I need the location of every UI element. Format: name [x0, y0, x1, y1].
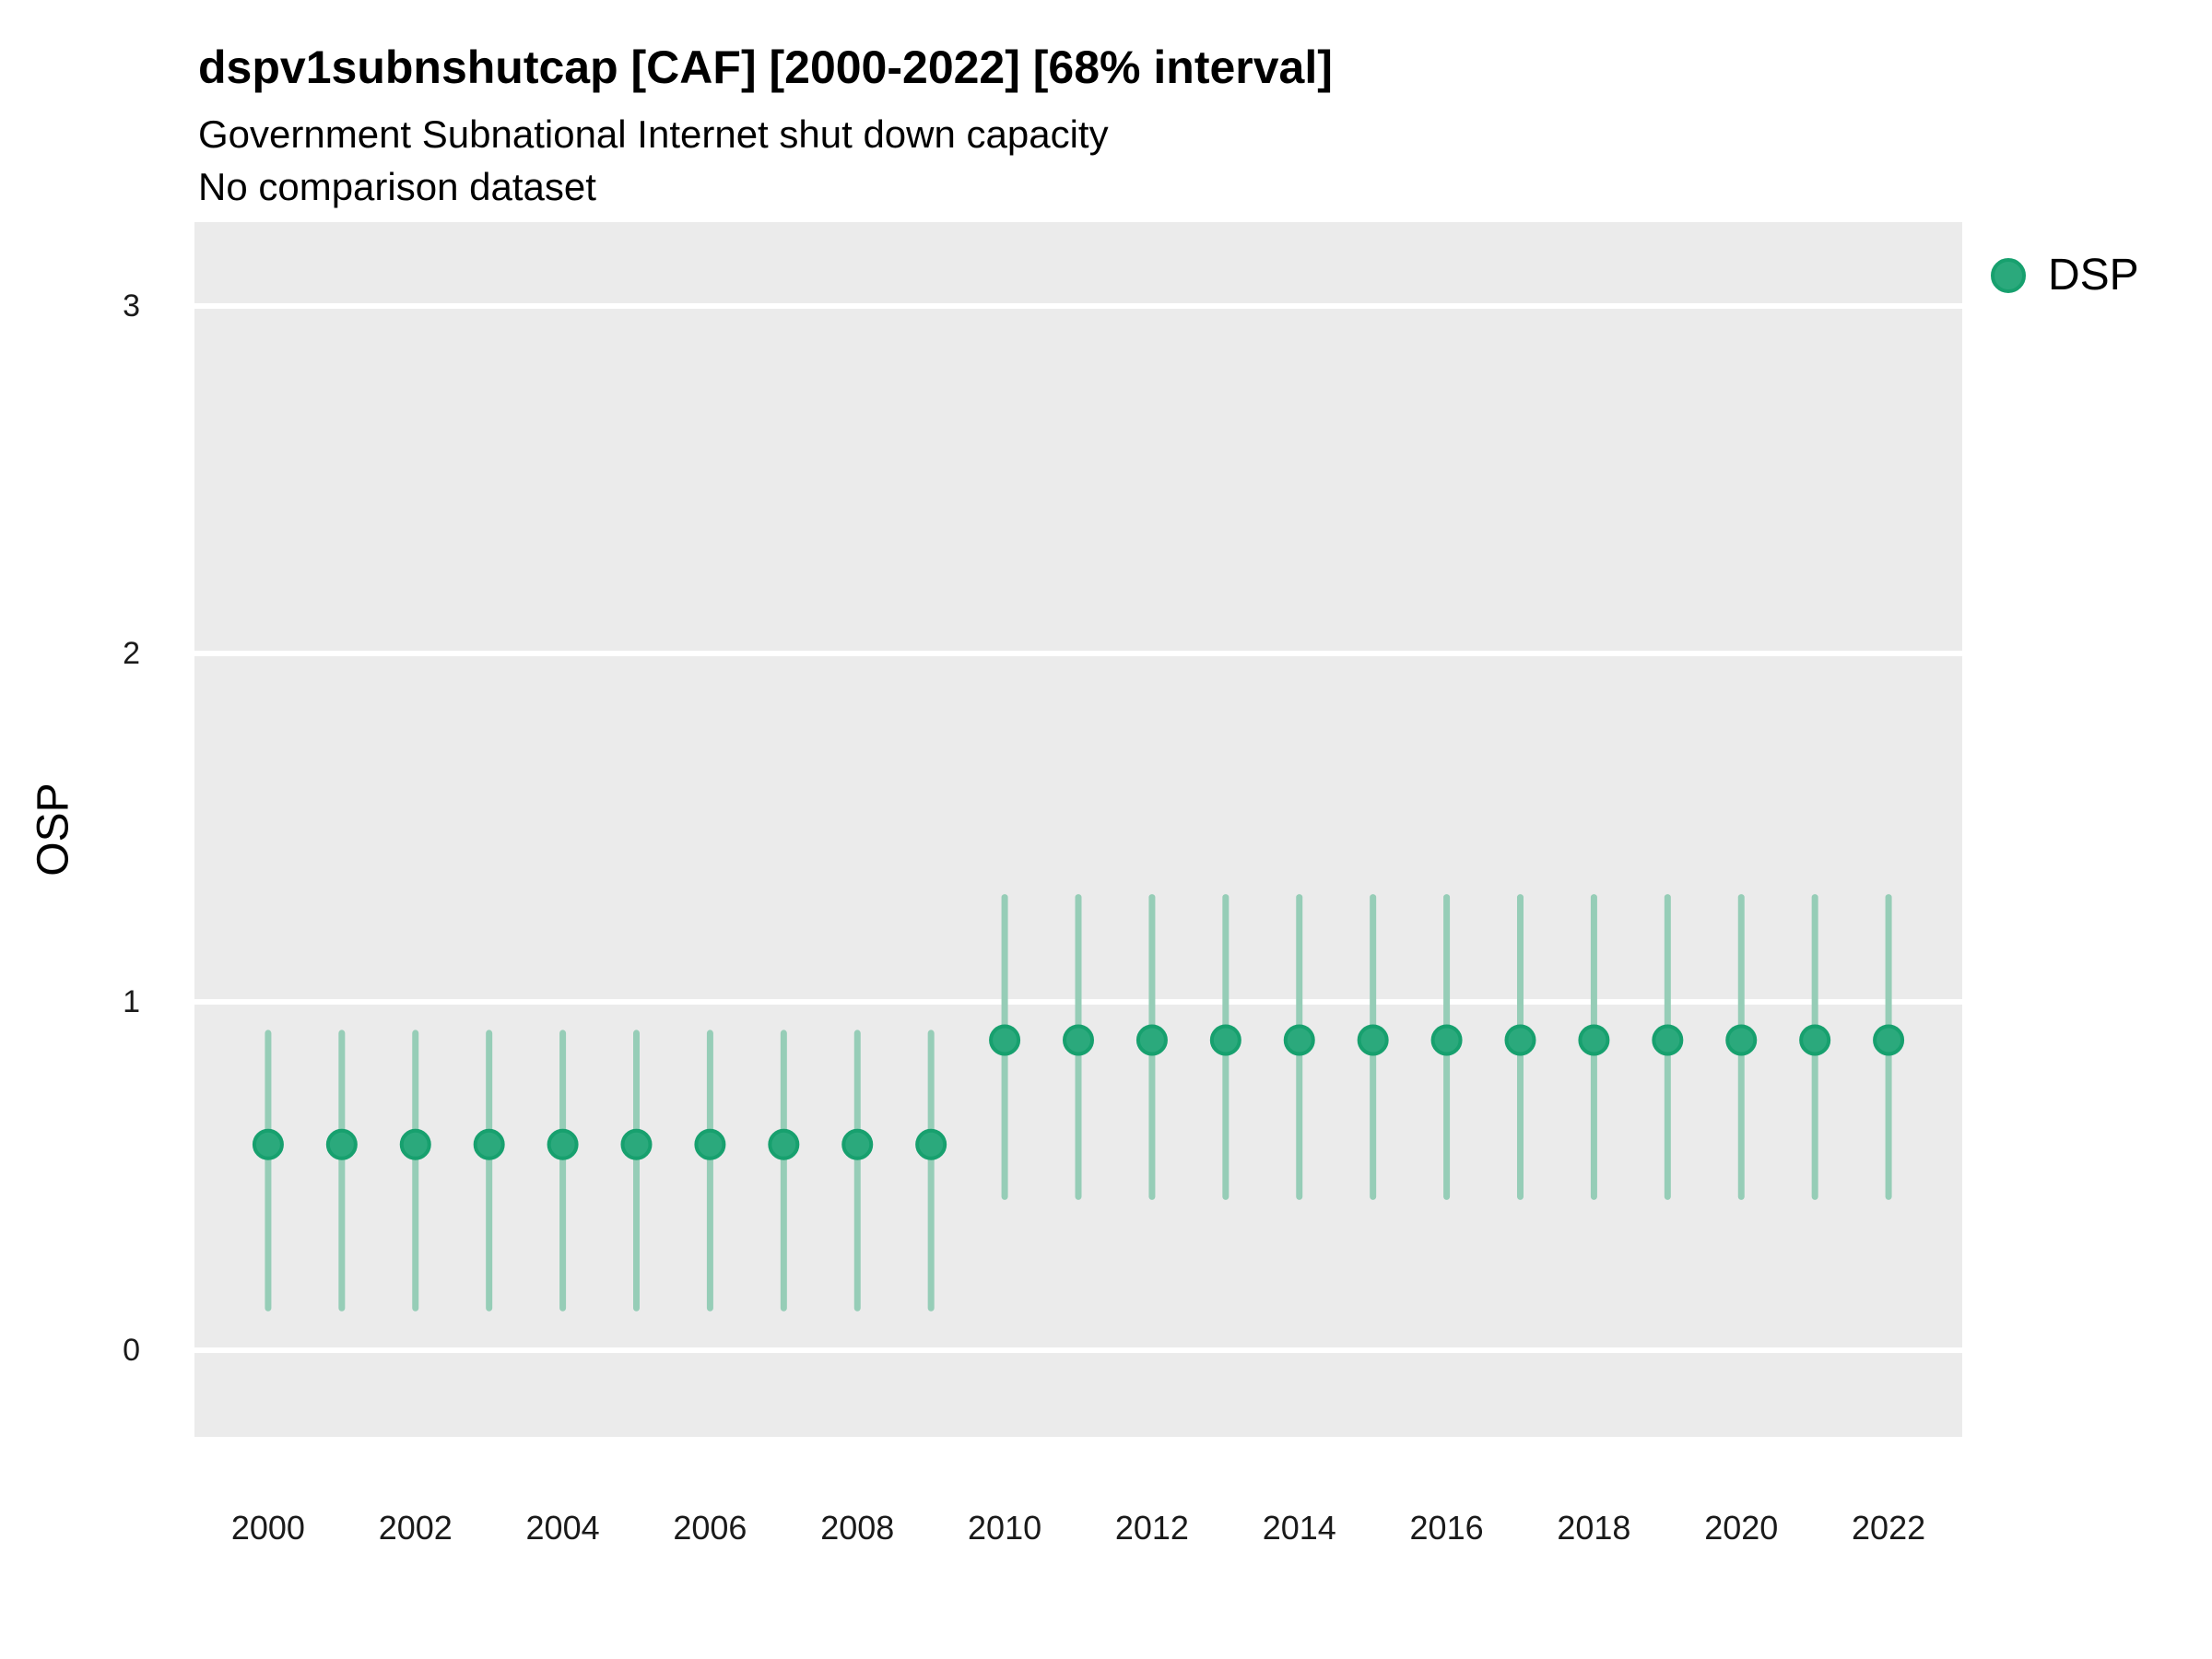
- x-tick-label-2014: 2014: [1262, 1509, 1336, 1547]
- data-point-2003: [473, 1128, 505, 1160]
- data-point-2019: [1652, 1024, 1684, 1056]
- data-point-2001: [325, 1128, 358, 1160]
- x-tick-label-2000: 2000: [230, 1509, 305, 1547]
- data-point-2010: [989, 1024, 1021, 1056]
- data-point-2000: [252, 1128, 284, 1160]
- data-point-2021: [1799, 1024, 1831, 1056]
- x-tick-label-2006: 2006: [673, 1509, 747, 1547]
- data-point-2015: [1357, 1024, 1389, 1056]
- data-point-2013: [1209, 1024, 1241, 1056]
- data-point-2008: [841, 1128, 874, 1160]
- y-tick-label-0: 0: [123, 1332, 140, 1368]
- y-tick-label-2: 2: [123, 636, 140, 672]
- chart-title: dspv1subnshutcap [CAF] [2000-2022] [68% …: [198, 41, 1333, 93]
- x-tick-label-2022: 2022: [1852, 1509, 1926, 1547]
- x-tick-label-2008: 2008: [820, 1509, 895, 1547]
- data-point-2018: [1578, 1024, 1610, 1056]
- pointrange-layer: [252, 894, 1905, 1312]
- gridline-y-3: [194, 302, 1962, 309]
- x-tick-label-2016: 2016: [1409, 1509, 1484, 1547]
- data-point-2017: [1504, 1024, 1536, 1056]
- x-tick-label-2002: 2002: [378, 1509, 453, 1547]
- legend-marker-icon: [1991, 258, 2026, 293]
- data-point-2022: [1873, 1024, 1905, 1056]
- y-tick-label-1: 1: [123, 983, 140, 1019]
- gridline-y-2: [194, 651, 1962, 657]
- x-tick-label-2018: 2018: [1557, 1509, 1631, 1547]
- x-tick-label-2010: 2010: [968, 1509, 1042, 1547]
- y-tick-label-3: 3: [123, 288, 140, 324]
- comparison-note: No comparison dataset: [198, 165, 596, 208]
- x-tick-label-2004: 2004: [525, 1509, 600, 1547]
- legend: DSP: [1991, 251, 2139, 300]
- data-point-2007: [768, 1128, 800, 1160]
- x-tick-label-2020: 2020: [1704, 1509, 1779, 1547]
- data-point-2009: [915, 1128, 947, 1160]
- data-point-2020: [1725, 1024, 1758, 1056]
- data-point-2004: [547, 1128, 579, 1160]
- plot-panel: [194, 222, 1962, 1437]
- gridline-y-0: [194, 1347, 1962, 1353]
- x-tick-label-2012: 2012: [1114, 1509, 1189, 1547]
- data-point-2005: [620, 1128, 653, 1160]
- legend-label-dsp: DSP: [2048, 251, 2139, 300]
- data-point-2012: [1135, 1024, 1168, 1056]
- data-point-2014: [1283, 1024, 1315, 1056]
- data-point-2011: [1063, 1024, 1094, 1056]
- chart-subtitle: Government Subnational Internet shut dow…: [198, 112, 1109, 156]
- y-axis-title: OSP: [29, 782, 78, 877]
- data-point-2006: [694, 1128, 726, 1160]
- data-point-2002: [399, 1128, 431, 1160]
- data-point-2016: [1430, 1024, 1463, 1056]
